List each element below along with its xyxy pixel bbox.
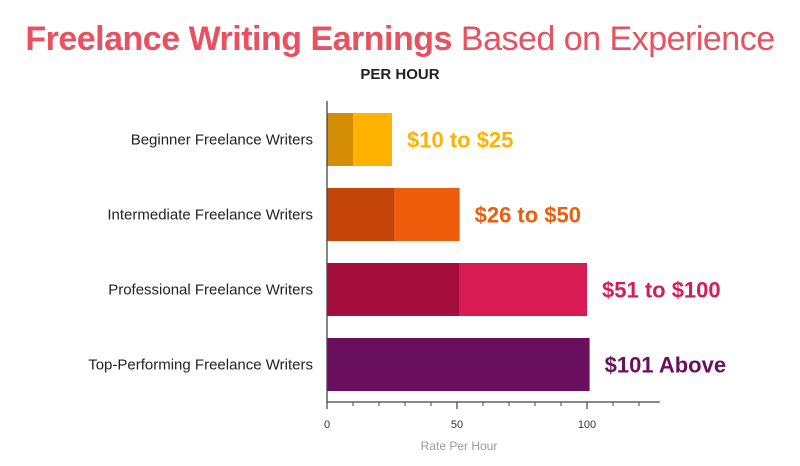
bar-segment-range (459, 263, 587, 316)
bar-segment-range (353, 113, 392, 166)
chart-title: Freelance Writing Earnings Based on Expe… (0, 20, 800, 59)
value-label: $51 to $100 (602, 278, 721, 303)
x-tick-label: 0 (324, 419, 330, 431)
category-label: Beginner Freelance Writers (131, 132, 313, 149)
bar-segment-full (327, 338, 590, 391)
x-tick-label: 100 (578, 419, 596, 431)
bar-segment-base (327, 113, 353, 166)
x-tick-label: 50 (451, 419, 463, 431)
bar-segment-range (394, 188, 460, 241)
category-label: Top-Performing Freelance Writers (88, 357, 313, 374)
value-label: $26 to $50 (475, 203, 581, 228)
category-label: Intermediate Freelance Writers (107, 207, 313, 224)
chart-title-bold: Freelance Writing Earnings (25, 20, 452, 58)
chart-title-light: Based on Experience (460, 20, 775, 58)
chart-subtitle: PER HOUR (360, 66, 440, 83)
bar-segment-base (327, 263, 460, 316)
category-label: Professional Freelance Writers (108, 282, 313, 299)
value-label: $101 Above (605, 353, 726, 378)
bar-segment-base (327, 188, 395, 241)
value-label: $10 to $25 (407, 128, 513, 153)
x-axis-title: Rate Per Hour (421, 439, 498, 453)
